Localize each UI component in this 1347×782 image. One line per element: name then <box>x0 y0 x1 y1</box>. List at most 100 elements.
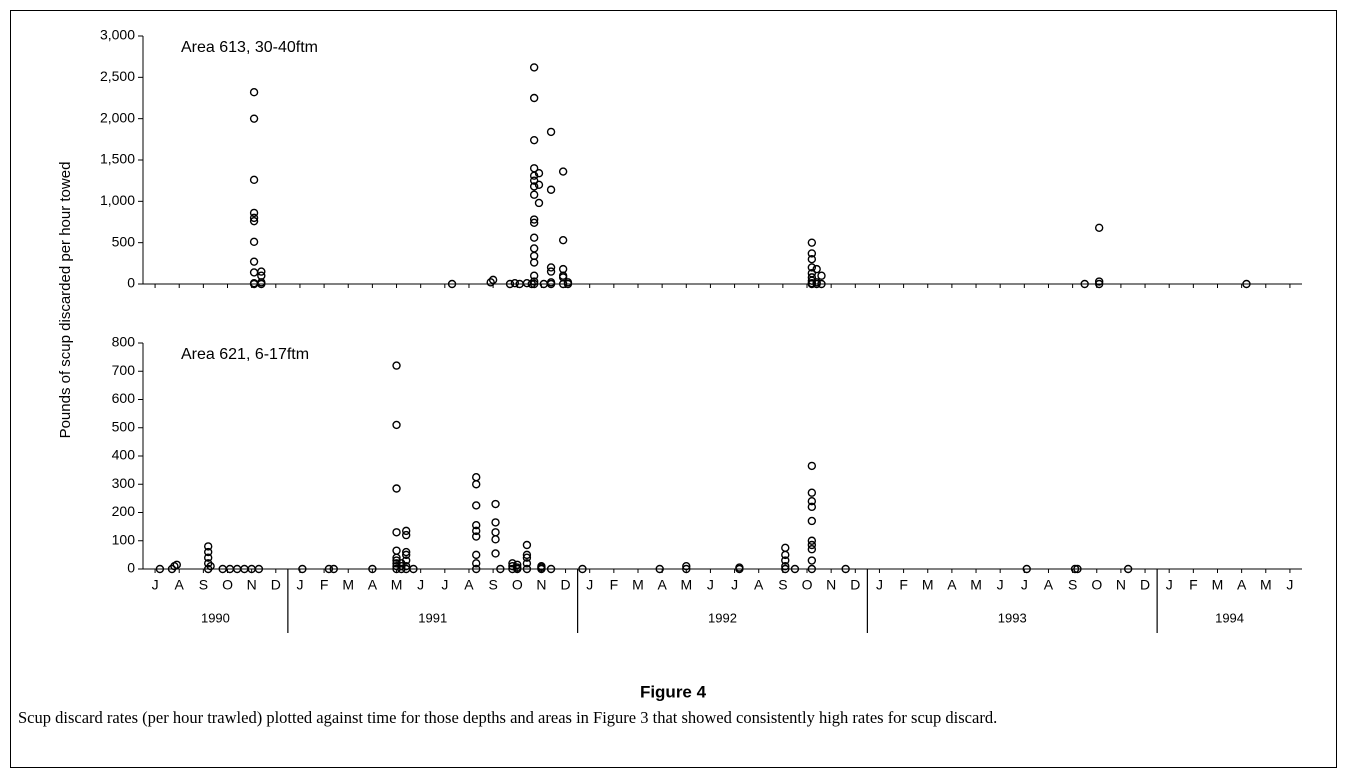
data-point <box>781 561 790 571</box>
x-tick-label: J <box>296 577 303 593</box>
data-point <box>812 264 821 274</box>
x-tick-label: J <box>441 577 448 593</box>
y-tick-label: 700 <box>112 362 136 378</box>
x-tick-label: A <box>368 577 378 593</box>
y-tick-label: 100 <box>112 531 136 547</box>
data-point <box>249 213 259 223</box>
y-tick-label: 0 <box>127 275 135 291</box>
x-tick-label: O <box>222 577 233 593</box>
data-point <box>558 235 568 245</box>
data-point <box>563 279 573 289</box>
data-point <box>368 564 377 574</box>
data-point <box>807 488 817 497</box>
x-tick-label: D <box>560 577 570 593</box>
data-point <box>254 564 264 574</box>
x-tick-label: D <box>850 577 860 593</box>
data-point <box>203 553 213 562</box>
data-point <box>655 564 664 574</box>
y-tick-label: 400 <box>112 447 136 463</box>
x-tick-label: S <box>778 577 787 593</box>
x-tick-label: A <box>175 577 185 593</box>
x-tick-label: O <box>802 577 813 593</box>
data-point <box>735 564 744 574</box>
data-point <box>522 550 532 560</box>
data-point <box>558 167 568 176</box>
data-point <box>841 564 850 574</box>
data-point <box>491 535 500 544</box>
data-point <box>807 263 817 272</box>
data-point <box>472 564 481 574</box>
year-label: 1992 <box>708 610 737 625</box>
data-point <box>249 237 259 247</box>
x-tick-label: A <box>657 577 667 593</box>
data-point <box>486 278 495 287</box>
data-point <box>546 127 556 137</box>
x-tick-label: J <box>707 577 714 593</box>
data-point <box>206 561 215 571</box>
year-label: 1993 <box>998 610 1027 625</box>
x-tick-label: J <box>586 577 593 593</box>
data-point <box>472 521 481 530</box>
data-point <box>1080 279 1089 289</box>
data-point <box>529 176 539 185</box>
data-point <box>392 484 401 493</box>
data-point <box>392 420 401 430</box>
data-point <box>781 550 790 560</box>
data-point <box>472 501 481 510</box>
x-tick-label: M <box>1260 577 1272 593</box>
x-tick-label: A <box>947 577 957 593</box>
data-point <box>807 255 817 264</box>
panel-annotation: Area 621, 6-17ftm <box>181 346 309 363</box>
data-point <box>546 279 556 289</box>
y-axis-label: Pounds of scup discarded per hour towed <box>57 162 74 439</box>
data-point <box>249 268 259 277</box>
data-point <box>529 182 539 191</box>
y-tick-label: 2,000 <box>100 109 135 125</box>
x-tick-label: J <box>152 577 159 593</box>
y-tick-label: 500 <box>112 233 136 249</box>
x-tick-label: J <box>1166 577 1173 593</box>
data-point <box>401 556 411 565</box>
data-point <box>1094 279 1104 289</box>
data-point <box>401 530 411 540</box>
data-point <box>558 279 568 289</box>
data-point <box>249 216 259 226</box>
data-point <box>790 564 800 574</box>
data-point <box>257 267 266 276</box>
data-point <box>807 238 817 247</box>
y-tick-label: 1,000 <box>100 192 135 208</box>
data-point <box>807 497 817 506</box>
data-point <box>1242 279 1251 289</box>
data-point <box>546 185 556 194</box>
data-point <box>510 278 520 288</box>
data-point <box>529 233 539 242</box>
data-point <box>472 526 481 536</box>
data-point <box>1073 564 1082 574</box>
data-point <box>513 564 522 574</box>
data-point <box>807 502 817 512</box>
x-tick-label: M <box>1212 577 1224 593</box>
y-tick-label: 2,500 <box>100 68 135 84</box>
data-point <box>522 559 532 568</box>
data-point <box>392 546 401 555</box>
data-point <box>488 275 498 285</box>
data-point <box>472 532 481 541</box>
data-point <box>529 279 539 289</box>
data-point <box>529 271 539 280</box>
data-point <box>249 88 259 97</box>
x-tick-label: J <box>731 577 738 593</box>
y-tick-label: 1,500 <box>100 151 135 167</box>
data-point <box>472 559 481 568</box>
data-point <box>508 564 517 574</box>
y-tick-label: 200 <box>112 503 136 519</box>
data-point <box>807 556 817 565</box>
x-tick-label: A <box>1044 577 1054 593</box>
x-tick-label: F <box>320 577 329 593</box>
data-point <box>298 564 307 574</box>
data-point <box>249 114 259 123</box>
x-tick-label: J <box>876 577 883 593</box>
data-point <box>472 472 481 482</box>
data-point <box>1022 564 1031 574</box>
data-point <box>537 564 546 574</box>
